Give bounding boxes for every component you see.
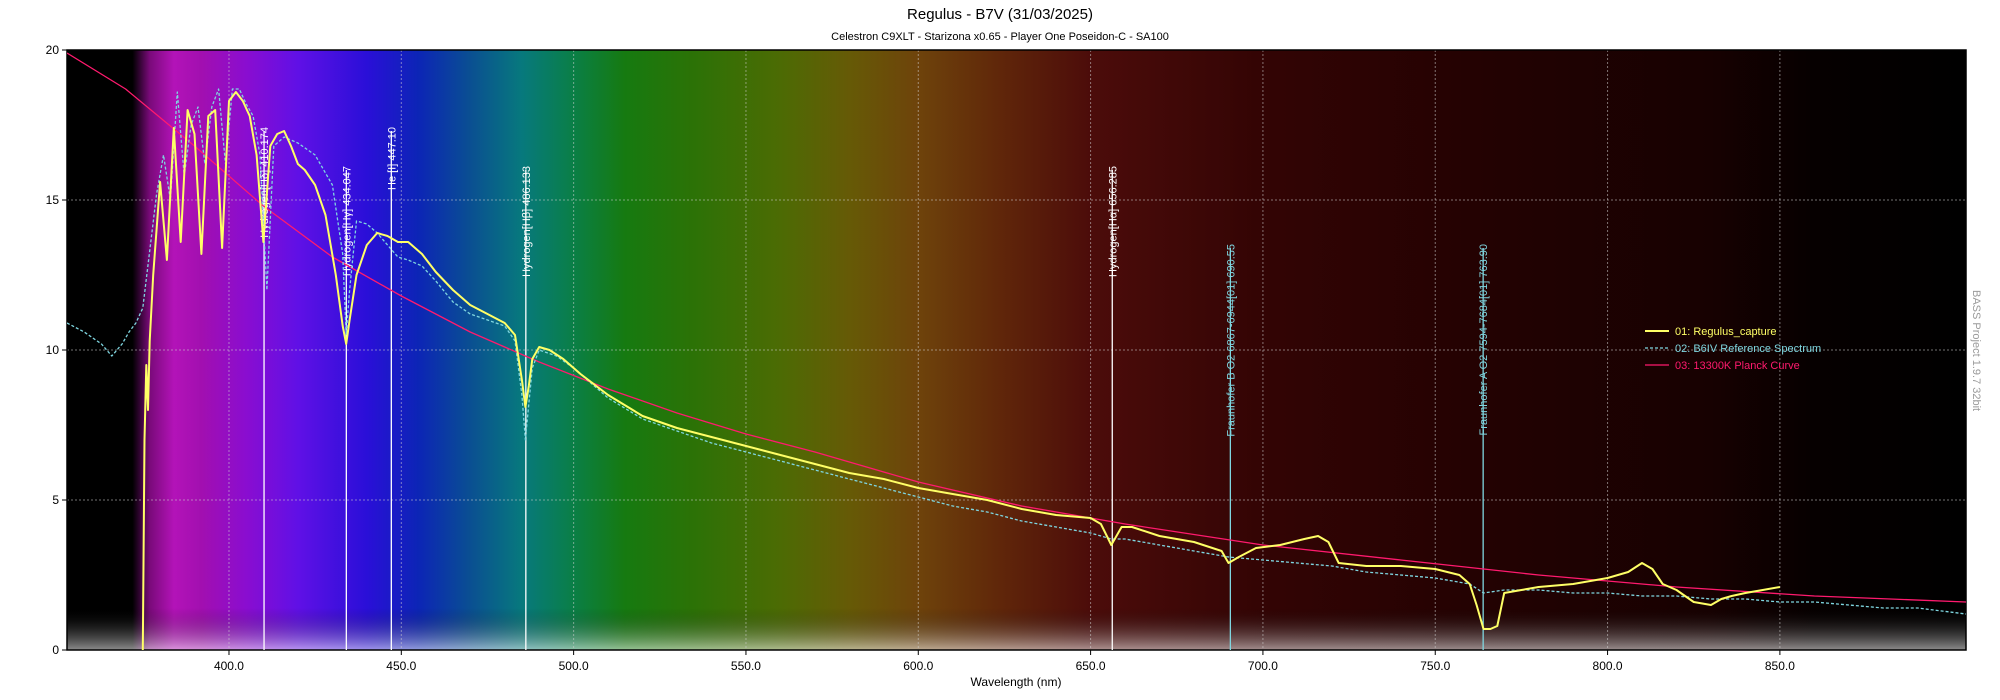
chart-title: Regulus - B7V (31/03/2025) xyxy=(907,6,1093,23)
x-tick-label: 550.0 xyxy=(731,659,761,673)
x-tick-label: 800.0 xyxy=(1593,659,1623,673)
spectral-line-label: Hydrogen[Hγ] 434.047 xyxy=(341,166,353,276)
x-tick-label: 650.0 xyxy=(1076,659,1106,673)
chart-subtitle: Celestron C9XLT - Starizona x0.65 - Play… xyxy=(831,31,1169,43)
data-layer: Hydrogen[Hδ] 410.174 Hydrogen[Hγ] 434.047… xyxy=(67,52,1966,650)
y-tick-label: 10 xyxy=(46,343,60,357)
spectral-line-label: Fraunhofer B O2 6867-6944[01] 690.55 xyxy=(1225,244,1237,437)
x-tick-label: 400.0 xyxy=(214,659,244,673)
y-tick-label: 0 xyxy=(52,643,59,657)
x-tick-label: 450.0 xyxy=(386,659,416,673)
x-tick-label: 700.0 xyxy=(1248,659,1278,673)
spectral-line-label: He [I] 447.10 xyxy=(386,127,398,190)
x-tick-label: 500.0 xyxy=(559,659,589,673)
watermark: BASS Project 1.9.7 32bit xyxy=(1970,290,1982,411)
plot-area: Hydrogen[Hδ] 410.174 Hydrogen[Hγ] 434.047… xyxy=(66,49,1967,651)
x-tick-label: 850.0 xyxy=(1765,659,1795,673)
spectral-line-label: Hydrogen[Hα] 656.285 xyxy=(1107,166,1119,277)
y-tick-label: 20 xyxy=(46,43,60,57)
x-tick-label: 600.0 xyxy=(903,659,933,673)
legend-entry: 02: B6IV Reference Spectrum xyxy=(1675,343,1821,355)
series-line xyxy=(141,91,1781,650)
y-tick-label: 15 xyxy=(46,193,60,207)
x-axis-label: Wavelength (nm) xyxy=(971,675,1062,689)
spectral-line-label: Fraunhofer A O2 7594-7684[01] 763.90 xyxy=(1478,244,1490,435)
x-tick-label: 750.0 xyxy=(1420,659,1450,673)
legend: 01: Regulus_capture 02: B6IV Reference Sp… xyxy=(1645,326,1821,372)
spectral-line-label: Hydrogen[Hβ] 486.133 xyxy=(521,166,533,277)
series-line xyxy=(67,52,1966,603)
legend-entry: 01: Regulus_capture xyxy=(1675,326,1777,338)
legend-entry: 03: 13300K Planck Curve xyxy=(1675,360,1800,372)
y-tick-label: 5 xyxy=(52,493,59,507)
